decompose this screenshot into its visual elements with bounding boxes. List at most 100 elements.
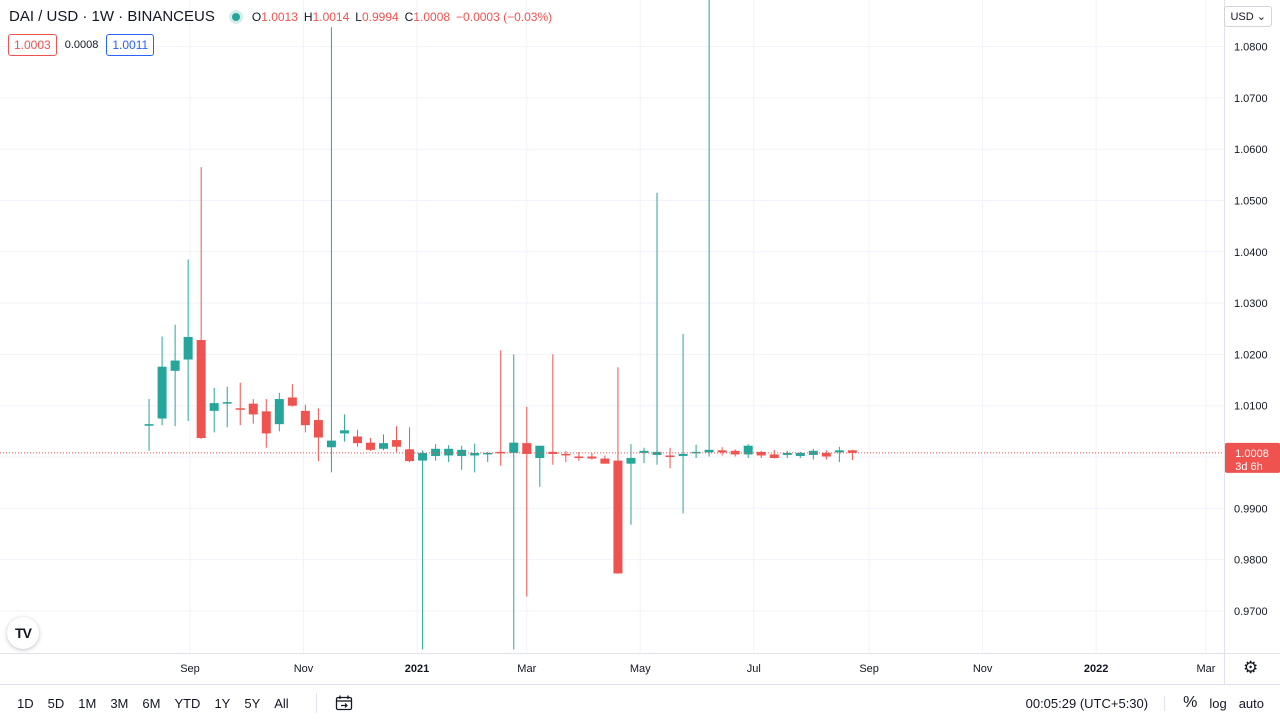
tradingview-logo-icon[interactable]: TV: [7, 617, 39, 649]
candle-up: [340, 414, 349, 441]
log-scale-toggle[interactable]: log: [1203, 696, 1232, 711]
candle-up: [705, 0, 714, 456]
candle-up: [809, 449, 818, 460]
candle-up: [640, 448, 649, 463]
timezone-clock[interactable]: 00:05:29 (UTC+5:30): [1026, 696, 1165, 711]
candle-body: [275, 399, 284, 424]
time-tick-label: Mar: [517, 663, 536, 675]
candle-down: [613, 367, 622, 573]
candle-body: [236, 408, 245, 410]
range-1y[interactable]: 1Y: [207, 696, 237, 711]
candle-body: [223, 402, 232, 404]
candle-body: [561, 454, 570, 456]
candle-body: [197, 340, 206, 438]
candle-down: [288, 384, 297, 407]
price-tick-label: 1.0800: [1234, 42, 1268, 54]
price-tick-label: 1.0500: [1234, 196, 1268, 208]
price-chart[interactable]: 0.97000.98000.99001.00001.01001.02001.03…: [0, 0, 1280, 684]
candle-down: [496, 350, 505, 465]
candle-body: [158, 367, 167, 419]
range-6m[interactable]: 6M: [135, 696, 167, 711]
range-1d[interactable]: 1D: [10, 696, 41, 711]
candle-up: [418, 450, 427, 649]
ohlc-open: O1.0013: [252, 10, 298, 24]
candle-body: [679, 454, 688, 456]
last-price-label: 1.0008: [1235, 448, 1269, 460]
candle-body: [522, 443, 531, 454]
candle-body: [210, 403, 219, 411]
percent-scale-toggle[interactable]: %: [1177, 694, 1203, 712]
candle-body: [353, 436, 362, 443]
bid-price[interactable]: 1.0003: [8, 34, 57, 56]
candle-body: [327, 441, 336, 448]
candle-down: [353, 430, 362, 447]
candle-up: [171, 325, 180, 427]
candle-down: [587, 453, 596, 460]
range-ytd[interactable]: YTD: [167, 696, 207, 711]
candle-body: [783, 453, 792, 455]
candle-body: [613, 461, 622, 574]
currency-label: USD: [1230, 11, 1253, 23]
price-tick-label: 1.0700: [1234, 93, 1268, 105]
candle-up: [210, 388, 219, 433]
candle-body: [392, 440, 401, 447]
range-all[interactable]: All: [267, 696, 295, 711]
market-status-icon[interactable]: [232, 13, 240, 21]
gear-icon[interactable]: ⚙: [1243, 658, 1258, 678]
time-tick-label: Mar: [1196, 663, 1215, 675]
range-3m[interactable]: 3M: [103, 696, 135, 711]
candle-down: [366, 438, 375, 451]
price-tick-label: 1.0300: [1234, 298, 1268, 310]
candle-body: [457, 450, 466, 456]
auto-scale-toggle[interactable]: auto: [1233, 696, 1270, 711]
range-1m[interactable]: 1M: [71, 696, 103, 711]
price-tick-label: 0.9800: [1234, 555, 1268, 567]
candle-body: [171, 361, 180, 371]
candle-up: [223, 387, 232, 428]
candle-up: [679, 334, 688, 514]
candle-up: [470, 444, 479, 473]
ask-price[interactable]: 1.0011: [106, 34, 154, 56]
candle-body: [757, 452, 766, 456]
candle-up: [145, 399, 154, 451]
candle-body: [483, 453, 492, 455]
range-5y[interactable]: 5Y: [237, 696, 267, 711]
price-tick-label: 0.9700: [1234, 606, 1268, 618]
ohlc-change: −0.0003 (−0.03%): [456, 10, 552, 24]
candle-body: [626, 458, 635, 464]
spread-value: 0.0008: [65, 39, 99, 51]
calendar-range-icon[interactable]: [316, 693, 353, 713]
candle-body: [705, 450, 714, 453]
range-5d[interactable]: 5D: [41, 696, 72, 711]
candle-body: [379, 443, 388, 449]
candle-body: [587, 456, 596, 458]
currency-selector[interactable]: USD ⌄: [1224, 6, 1272, 27]
candle-up: [509, 354, 518, 649]
candle-down: [770, 450, 779, 459]
candle-down: [548, 354, 557, 464]
candle-body: [184, 337, 193, 360]
candle-down: [405, 427, 414, 462]
quote-panel: 1.0003 0.0008 1.0011: [8, 34, 154, 56]
candle-up: [653, 193, 662, 465]
candle-up: [275, 393, 284, 431]
price-tick-label: 1.0400: [1234, 247, 1268, 259]
price-tick-label: 0.9900: [1234, 503, 1268, 515]
symbol-title[interactable]: DAI / USD · 1W · BINANCEUS: [9, 8, 215, 25]
price-axis: 0.97000.98000.99001.00001.01001.02001.03…: [1225, 0, 1280, 684]
candle-body: [640, 451, 649, 453]
candle-down: [249, 399, 258, 424]
price-tick-label: 1.0200: [1234, 349, 1268, 361]
candle-body: [744, 446, 753, 455]
chart-grid: [0, 0, 1224, 653]
candle-body: [405, 449, 414, 461]
candle-body: [314, 420, 323, 437]
time-tick-label: 2021: [405, 663, 429, 675]
candle-body: [366, 443, 375, 450]
ohlc-low: L0.9994: [355, 10, 398, 24]
candle-down: [561, 451, 570, 462]
candle-down: [666, 448, 675, 469]
candle-up: [184, 259, 193, 421]
candle-body: [822, 453, 831, 457]
